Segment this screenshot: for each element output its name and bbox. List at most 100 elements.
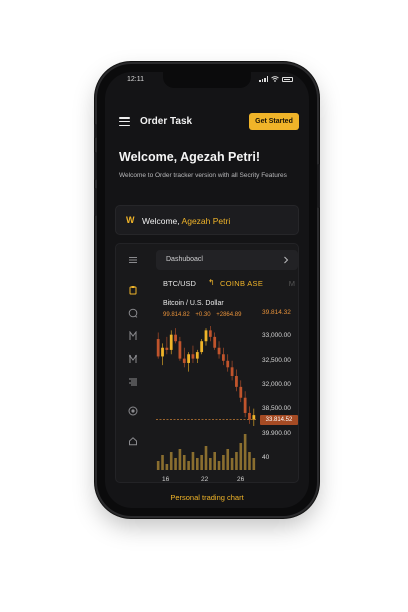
ohlc-value: 99.814.82 [163, 312, 190, 318]
get-started-button[interactable]: Get Started [249, 113, 299, 130]
welcome-card-greeting: Welcome, [142, 216, 180, 226]
volume-bar [174, 458, 177, 470]
candle-body [204, 330, 208, 342]
status-icons [259, 76, 293, 82]
ohlc-readout: 99.814.82 +0.30 +2864.89 [163, 312, 245, 318]
volume-bar [156, 461, 160, 470]
menu-icon[interactable] [119, 117, 130, 126]
screen: 12:11 Order Task Get Started Welcome, Ag… [105, 72, 309, 508]
x-tick-label: 16 [162, 476, 170, 483]
volume-bar [217, 461, 221, 470]
power-button [317, 164, 320, 208]
welcome-card-name: Agezah Petri [181, 216, 231, 226]
phone-frame: 12:11 Order Task Get Started Welcome, Ag… [94, 64, 320, 516]
volume-bar [187, 461, 190, 470]
volume-bar [213, 452, 216, 470]
volume-bar [204, 446, 208, 470]
notch [163, 72, 251, 88]
candle-body [226, 360, 230, 368]
candle-body [156, 339, 160, 357]
volume-bar [239, 443, 243, 470]
candle-body [182, 358, 186, 363]
volume-bar [182, 455, 186, 470]
exchange-flag: M [288, 279, 295, 288]
top-bar: Order Task Get Started [105, 110, 309, 134]
price-label: 38,500.00 [262, 405, 291, 412]
list-icon[interactable] [128, 377, 138, 387]
candle-body [252, 415, 256, 420]
status-bar: 12:11 [105, 76, 309, 88]
candle-body [169, 334, 173, 350]
candle-body [178, 341, 182, 359]
exchange-name[interactable]: COINB ASE [220, 279, 264, 288]
home-icon[interactable] [128, 436, 138, 446]
volume-bar [209, 458, 212, 470]
x-tick-label: 22 [201, 476, 209, 483]
candle-body [187, 354, 190, 363]
mute-switch [94, 124, 97, 138]
dashboard-label: Dashuboacl [166, 256, 203, 263]
volume-bar [222, 455, 225, 470]
candle-body [191, 354, 195, 359]
welcome-subtext: Welcome to Order tracker version with al… [119, 172, 287, 179]
wifi-icon [271, 76, 279, 82]
fork-icon[interactable] [128, 354, 138, 364]
volume-bar [230, 458, 234, 470]
volume-bar [178, 449, 182, 470]
app-title: Order Task [140, 116, 193, 127]
volume-bar [165, 464, 169, 470]
menu-icon[interactable] [128, 255, 138, 265]
chart-title: Bitcoin / U.S. Dollar [163, 300, 224, 307]
pair-row: BTC/USD ↰ COINB ASE M [163, 278, 298, 291]
candle-body [235, 376, 238, 387]
chat-icon[interactable] [128, 308, 138, 318]
candle-body [161, 347, 164, 357]
welcome-heading: Welcome, Agezah Petri! [119, 150, 261, 164]
ohlc-value: +2864.89 [216, 312, 242, 318]
dashboard-dropdown[interactable]: Dashuboacl [156, 250, 298, 270]
price-label: 39.814.32 [262, 309, 291, 316]
candle-body [174, 334, 177, 342]
pair-symbol[interactable]: BTC/USD [163, 279, 196, 288]
clipboard-icon[interactable] [128, 285, 138, 295]
volume-bar [248, 452, 251, 470]
candle-body [222, 354, 225, 361]
signal-icon [259, 76, 268, 82]
last-price-tag: 33.814.52 [260, 415, 298, 425]
volume-bar [161, 455, 164, 470]
merge-icon[interactable] [128, 331, 138, 341]
volume-up-button [94, 152, 97, 180]
volume-bar [226, 449, 230, 470]
price-label: 33,000.00 [262, 332, 291, 339]
volume-bar [196, 458, 199, 470]
candle-body [213, 336, 217, 348]
volume-bar [169, 452, 173, 470]
welcome-card-text: Welcome, Agezah Petri [142, 216, 230, 226]
candle-body [248, 412, 251, 420]
volume-down-button [94, 188, 97, 216]
welcome-logo: W [126, 215, 135, 225]
volume-bar [200, 455, 203, 470]
candle-body [217, 347, 221, 355]
candle-body [165, 347, 169, 350]
chart-panel: Dashuboacl BTC/USD ↰ COINB ASE M Bitcoin… [115, 243, 299, 483]
candle-body [239, 386, 243, 398]
status-time: 12:11 [127, 76, 144, 83]
candle-body [195, 352, 199, 359]
record-icon[interactable] [128, 406, 138, 416]
welcome-card[interactable]: W Welcome, Agezah Petri [115, 205, 299, 235]
price-label: 32,500.00 [262, 357, 291, 364]
battery-icon [282, 76, 293, 82]
chart-footer: Personal trading chart [170, 493, 244, 502]
price-label: 32,000.00 [262, 381, 291, 388]
volume-bar [252, 458, 256, 470]
volume-bar [235, 452, 238, 470]
pair-separator-icon: ↰ [208, 278, 215, 287]
candlestick-chart[interactable] [156, 322, 256, 472]
volume-bar [191, 452, 195, 470]
candle-body [243, 397, 247, 413]
price-label: 40 [262, 454, 270, 461]
candle-body [230, 367, 234, 376]
candle-body [200, 341, 204, 353]
price-label: 39.900.00 [262, 430, 291, 437]
